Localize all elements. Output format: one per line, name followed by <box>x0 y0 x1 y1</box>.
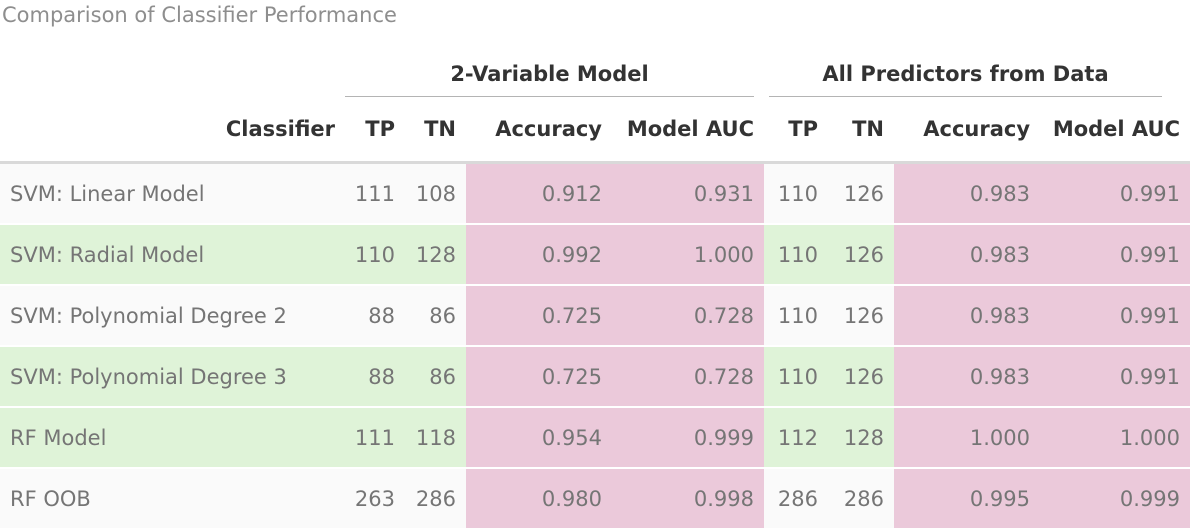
cell-accuracy-2: 0.983 <box>894 223 1041 285</box>
cell-tp-2: 112 <box>764 406 829 468</box>
column-header-tn-2: TN <box>828 97 895 164</box>
cell-model-auc-2: 1.000 <box>1040 406 1190 468</box>
cell-tn-2: 126 <box>828 345 895 407</box>
spanner-label: 2-Variable Model <box>345 62 755 97</box>
cell-accuracy-2: 0.995 <box>894 467 1041 528</box>
column-header-accuracy-1: Accuracy <box>466 97 612 164</box>
column-header-tn-1: TN <box>405 97 466 164</box>
column-header-model-auc-2: Model AUC <box>1040 97 1190 164</box>
cell-tp-2: 110 <box>764 162 829 224</box>
cell-accuracy-1: 0.954 <box>466 406 612 468</box>
cell-tp-2: 110 <box>764 345 829 407</box>
cell-accuracy-2: 0.983 <box>894 162 1041 224</box>
table-row: RF OOB 263 286 0.980 0.998 286 286 0.995… <box>0 467 1190 528</box>
table-row: SVM: Polynomial Degree 3 88 86 0.725 0.7… <box>0 345 1190 407</box>
cell-tp-1: 88 <box>345 345 405 407</box>
cell-tp-2: 110 <box>764 284 829 346</box>
cell-tp-1: 111 <box>345 406 405 468</box>
cell-model-auc-2: 0.991 <box>1040 162 1190 224</box>
cell-tn-2: 126 <box>828 223 895 285</box>
cell-model-auc-2: 0.991 <box>1040 284 1190 346</box>
row-label: SVM: Polynomial Degree 2 <box>0 284 345 346</box>
cell-tp-1: 88 <box>345 284 405 346</box>
column-header-tp-1: TP <box>345 97 405 164</box>
row-label: SVM: Radial Model <box>0 223 345 285</box>
cell-accuracy-2: 0.983 <box>894 284 1041 346</box>
row-label: SVM: Polynomial Degree 3 <box>0 345 345 407</box>
cell-tn-2: 126 <box>828 162 895 224</box>
cell-tn-2: 126 <box>828 284 895 346</box>
row-label: RF OOB <box>0 467 345 528</box>
cell-tp-2: 286 <box>764 467 829 528</box>
cell-accuracy-1: 0.980 <box>466 467 612 528</box>
cell-model-auc-2: 0.999 <box>1040 467 1190 528</box>
column-header-tp-2: TP <box>764 97 829 164</box>
cell-tp-1: 110 <box>345 223 405 285</box>
cell-tn-1: 128 <box>405 223 466 285</box>
cell-tp-1: 263 <box>345 467 405 528</box>
cell-accuracy-1: 0.912 <box>466 162 612 224</box>
row-label: RF Model <box>0 406 345 468</box>
cell-model-auc-1: 0.998 <box>612 467 765 528</box>
cell-tn-2: 128 <box>828 406 895 468</box>
cell-accuracy-1: 0.992 <box>466 223 612 285</box>
cell-tn-1: 286 <box>405 467 466 528</box>
cell-model-auc-1: 0.728 <box>612 284 765 346</box>
column-header-accuracy-2: Accuracy <box>894 97 1041 164</box>
cell-accuracy-1: 0.725 <box>466 345 612 407</box>
spanner-spacer <box>0 37 345 97</box>
cell-model-auc-2: 0.991 <box>1040 345 1190 407</box>
spanner-row: 2-Variable Model All Predictors from Dat… <box>0 37 1190 97</box>
cell-model-auc-1: 0.931 <box>612 162 765 224</box>
cell-tp-1: 111 <box>345 162 405 224</box>
cell-accuracy-1: 0.725 <box>466 284 612 346</box>
cell-tn-1: 118 <box>405 406 466 468</box>
column-header-classifier: Classifier <box>0 97 345 164</box>
spanner-all-predictors: All Predictors from Data <box>764 37 1190 97</box>
column-header-row: Classifier TP TN Accuracy Model AUC TP T… <box>0 97 1190 164</box>
spanner-2-variable-model: 2-Variable Model <box>345 37 764 97</box>
cell-tn-1: 86 <box>405 345 466 407</box>
column-header-model-auc-1: Model AUC <box>612 97 765 164</box>
cell-model-auc-1: 0.999 <box>612 406 765 468</box>
cell-accuracy-2: 1.000 <box>894 406 1041 468</box>
cell-tn-1: 108 <box>405 162 466 224</box>
row-label: SVM: Linear Model <box>0 162 345 224</box>
cell-tn-2: 286 <box>828 467 895 528</box>
classifier-performance-table: 2-Variable Model All Predictors from Dat… <box>0 37 1190 528</box>
table-row: SVM: Linear Model 111 108 0.912 0.931 11… <box>0 162 1190 224</box>
spanner-label: All Predictors from Data <box>769 62 1163 97</box>
cell-model-auc-2: 0.991 <box>1040 223 1190 285</box>
cell-accuracy-2: 0.983 <box>894 345 1041 407</box>
table-row: SVM: Polynomial Degree 2 88 86 0.725 0.7… <box>0 284 1190 346</box>
table-row: SVM: Radial Model 110 128 0.992 1.000 11… <box>0 223 1190 285</box>
cell-model-auc-1: 1.000 <box>612 223 765 285</box>
cell-tn-1: 86 <box>405 284 466 346</box>
cell-tp-2: 110 <box>764 223 829 285</box>
table-title: Comparison of Classifier Performance <box>2 3 397 27</box>
table-row: RF Model 111 118 0.954 0.999 112 128 1.0… <box>0 406 1190 468</box>
cell-model-auc-1: 0.728 <box>612 345 765 407</box>
